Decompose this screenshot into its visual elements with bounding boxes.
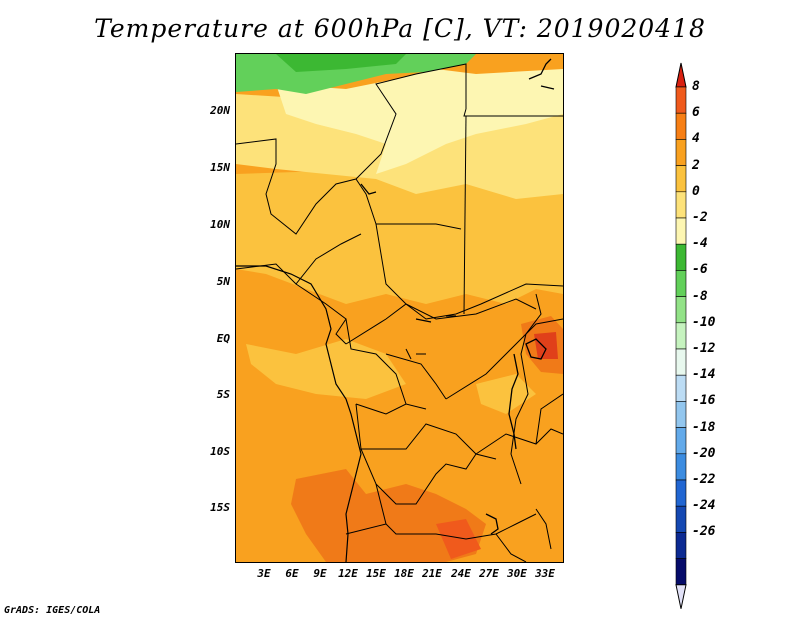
colorbar-label: -20	[692, 445, 716, 461]
footer-credit: GrADS: IGES/COLA	[4, 605, 101, 616]
colorbar-swatch	[675, 401, 687, 428]
lon-label: 27E	[479, 567, 499, 580]
colorbar-swatch	[675, 558, 687, 586]
coastline	[236, 265, 362, 562]
colorbar-swatch	[675, 532, 687, 559]
lakes	[360, 58, 555, 535]
lat-label: 15N	[210, 161, 230, 174]
colorbar-label: -24	[692, 498, 716, 514]
band-0-to-2-north	[236, 154, 563, 304]
colorbar-swatch	[675, 165, 687, 193]
band-minus8-to-minus6	[276, 54, 406, 72]
colorbar-label: -22	[692, 472, 716, 487]
colorbar-label: -16	[692, 393, 716, 409]
colorbar-swatch	[675, 270, 687, 297]
colorbar-swatch	[675, 112, 687, 140]
colorbar-swatch	[675, 427, 687, 455]
colorbar-label: -4	[692, 236, 708, 252]
lat-label: 5S	[216, 388, 230, 401]
lat-label: 20N	[210, 104, 230, 117]
colorbar-label: 2	[692, 157, 700, 173]
lon-label: 9E	[313, 567, 327, 580]
colorbar-swatch	[675, 322, 687, 350]
lat-label: EQ	[216, 332, 230, 345]
colorbar-label: -2	[692, 210, 708, 225]
colorbar-swatch	[675, 217, 687, 245]
colorbar-label: -14	[692, 367, 716, 383]
band-4-to-6-south	[291, 469, 486, 562]
colorbar-swatch	[675, 479, 687, 507]
lon-label: 12E	[338, 567, 358, 580]
colorbar-swatch	[675, 191, 687, 219]
band-6-to-8-south	[436, 519, 481, 559]
colorbar-label: -6	[692, 262, 708, 278]
colorbar-label: -8	[692, 288, 708, 304]
lon-label: 30E	[507, 567, 527, 580]
lon-label: 24E	[451, 567, 471, 580]
colorbar-swatch	[675, 505, 687, 533]
band-0-to-2-central	[246, 339, 406, 399]
colorbar-label: -12	[692, 341, 716, 356]
colorbar-swatch	[675, 243, 687, 271]
lon-label: 15E	[366, 567, 386, 580]
lat-label: 10N	[210, 218, 230, 231]
country-borders	[236, 63, 563, 562]
colorbar-label: 4	[692, 131, 700, 147]
colorbar-swatch	[675, 296, 687, 324]
band-0-to-2-rift	[476, 374, 536, 414]
lon-label: 6E	[285, 567, 299, 580]
colorbar-label: -10	[692, 314, 716, 330]
chart-title: Temperature at 600hPa [C], VT: 201902041…	[94, 14, 706, 43]
lon-label: 21E	[422, 567, 442, 580]
colorbar-top-arrow	[675, 62, 687, 88]
lon-label: 3E	[257, 567, 271, 580]
colorbar-swatch	[675, 348, 687, 376]
colorbar-swatch	[675, 374, 687, 402]
colorbar-swatch	[675, 453, 687, 481]
lon-label: 18E	[394, 567, 414, 580]
band-minus4-to-minus2	[276, 69, 563, 174]
colorbar-label: 8	[692, 79, 700, 94]
temperature-map	[235, 53, 564, 563]
colorbar-swatch	[675, 86, 687, 114]
colorbar-label: -18	[692, 419, 716, 435]
lon-label: 33E	[535, 567, 555, 580]
lat-label: 10S	[210, 445, 230, 458]
colorbar-label: 0	[692, 183, 700, 199]
colorbar-bottom-arrow	[675, 584, 687, 609]
lat-label: 15S	[210, 501, 230, 514]
lat-label: 5N	[216, 275, 230, 288]
band-6-to-8-east	[534, 332, 558, 359]
colorbar-swatch	[675, 139, 687, 166]
band-0-to-2-east	[516, 184, 563, 294]
map-canvas	[236, 54, 563, 562]
colorbar-label: -26	[692, 524, 716, 540]
colorbar-label: 6	[692, 105, 700, 121]
